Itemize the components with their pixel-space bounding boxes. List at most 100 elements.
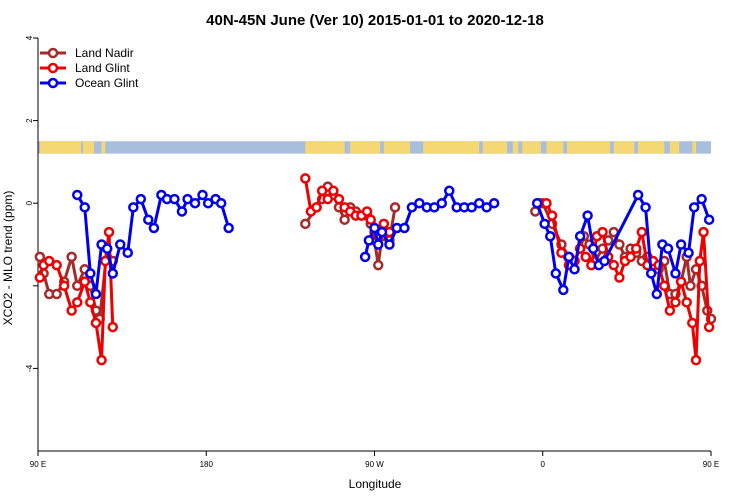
legend-ocean-glint-label: Ocean Glint [75,76,139,90]
land-glint-point [556,247,567,259]
ocean-glint-point [582,210,593,221]
land-glint-point [378,218,390,230]
land-glint-point [66,305,77,316]
ocean-glint-point [703,214,715,225]
y-tick-label: 0 [25,200,34,205]
land-glint-point [51,259,62,271]
ocean-glint-point [544,230,556,242]
ocean-glint-point [72,189,83,201]
ocean-glint-point [369,222,380,234]
x-tick-label: 90 E [703,460,719,469]
ocean-glint-point [632,189,644,201]
ocean-glint-point [696,193,707,205]
ocean-glint-point [640,202,651,213]
ocean-glint-point [683,247,694,259]
land-glint-point [85,297,96,308]
ocean-glint-point [215,197,227,209]
x-tick-label: 90 W [365,460,384,469]
legend-land-glint-label: Land Glint [75,61,130,75]
land-glint-point [675,276,687,287]
ocean-glint-point [688,202,700,213]
x-axis-label: Longitude [349,477,402,491]
land-glint-point [597,226,608,238]
land-glint-point [580,251,591,263]
land-glint-point [546,210,558,221]
ocean-glint-point [444,185,455,197]
legend-ocean-glint-marker [47,77,59,89]
land-nadir-point [372,259,384,271]
ocean-glint-point [651,288,663,300]
ocean-glint-point [481,202,492,213]
land-glint-point [311,202,322,213]
ocean-glint-point [197,189,208,201]
y-tick-label: 2 [25,118,34,123]
land-glint-point [72,297,83,308]
land-glint-point [322,193,334,205]
land-glint-point [361,206,373,217]
ocean-glint-point [182,193,193,205]
legend-land-glint-marker [47,62,59,74]
ocean-glint-point [662,243,674,254]
ocean-glint-point [675,239,687,250]
land-nadir-point [614,239,625,250]
ocean-glint-point [202,197,214,209]
land-glint-point [103,226,115,238]
ocean-glint-point [85,268,96,279]
band-land-segment [82,141,95,154]
legend-land-nadir-marker [47,47,59,59]
ocean-glint-point [406,202,418,213]
y-tick-label: -4 [25,364,34,372]
band-land-segment [482,141,508,154]
land-glint-point [43,255,55,267]
land-glint-point [664,305,676,316]
land-glint-point [687,317,698,329]
ocean-glint-point [429,202,440,213]
land-glint-point [58,280,70,292]
ocean-glint-point [414,197,425,209]
land-nadir-point [51,288,62,300]
band-land-segment [39,141,81,154]
band-land-segment [638,141,665,154]
ocean-glint-point [473,197,485,209]
land-nadir-point [389,202,401,213]
x-axis: 90 E 180 90 W 0 90 E [30,450,719,469]
ocean-glint-point [563,251,575,263]
ocean-glint-point [107,268,119,279]
ocean-glint-point [79,202,90,213]
chart-title: 40N-45N June (Ver 10) 2015-01-01 to 2020… [206,12,544,29]
band-land-segment [305,141,345,154]
land-glint-point [608,259,620,271]
land-glint-point [670,297,681,308]
ocean-glint-point [135,193,147,205]
ocean-glint-point [466,202,477,213]
ocean-glint-point [558,284,569,296]
land-glint-point [694,255,706,267]
land-glint-point [614,272,625,283]
ocean-glint-point [376,226,388,238]
ocean-glint-point [90,288,102,300]
land-glint-point [659,280,670,292]
ocean-glint-point [488,197,500,209]
land-glint-point [333,193,345,205]
ocean-glint-point [148,222,160,234]
band-land-segment [546,141,564,154]
band-land-segment [383,141,411,154]
ocean-glint-point [436,197,448,209]
ocean-glint-point [189,197,201,209]
x-tick-label: 90 E [30,460,46,469]
band-land-segment [512,141,519,154]
band-land-segment [101,141,106,154]
y-axis-label: XCO2 - MLO trend (ppm) [1,191,15,326]
ocean-glint-point [363,235,375,246]
ocean-glint-point [645,268,657,279]
ocean-glint-point [122,247,133,259]
ocean-glint-point [550,268,562,279]
land-glint-point [79,276,90,287]
land-glint-point [107,321,119,333]
land-glint-point [625,251,636,263]
land-glint-point [365,214,377,225]
ocean-glint-point [115,239,126,250]
ocean-glint-point [599,255,610,267]
ocean-glint-point [143,214,154,225]
